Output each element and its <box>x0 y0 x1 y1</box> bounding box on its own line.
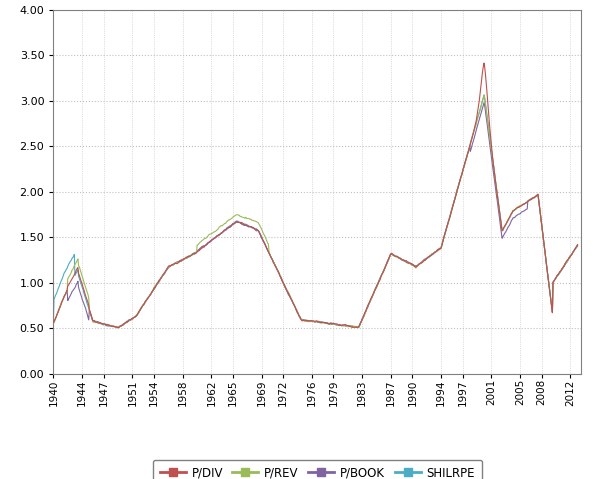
P/REV <box>308 318 315 324</box>
P/REV <box>63 288 71 294</box>
P/BOOK <box>480 100 487 105</box>
SHILRPE <box>480 92 487 98</box>
P/DIV <box>574 242 581 248</box>
P/DIV <box>337 322 345 328</box>
Line: SHILRPE: SHILRPE <box>53 95 578 328</box>
P/REV <box>355 325 362 331</box>
SHILRPE <box>210 236 217 242</box>
P/DIV <box>50 320 57 326</box>
P/DIV <box>63 287 71 293</box>
P/BOOK <box>114 325 121 331</box>
SHILRPE <box>492 173 499 179</box>
Line: P/BOOK: P/BOOK <box>53 103 578 328</box>
P/BOOK <box>50 320 57 326</box>
P/REV <box>574 241 581 247</box>
P/BOOK <box>492 180 499 186</box>
P/BOOK <box>500 233 507 239</box>
P/BOOK <box>337 322 345 328</box>
P/REV <box>500 226 507 232</box>
SHILRPE <box>337 322 345 328</box>
P/DIV <box>492 173 499 179</box>
Legend: P/DIV, P/REV, P/BOOK, SHILRPE: P/DIV, P/REV, P/BOOK, SHILRPE <box>152 460 482 479</box>
SHILRPE <box>114 325 122 331</box>
P/DIV <box>480 60 487 66</box>
SHILRPE <box>50 320 57 326</box>
P/BOOK <box>63 287 71 293</box>
Line: P/DIV: P/DIV <box>53 63 578 328</box>
P/REV <box>50 321 57 327</box>
P/BOOK <box>574 243 581 249</box>
P/REV <box>209 230 216 236</box>
P/DIV <box>500 226 507 232</box>
P/DIV <box>114 325 122 331</box>
P/DIV <box>210 236 217 242</box>
P/REV <box>492 173 499 179</box>
SHILRPE <box>500 226 507 232</box>
SHILRPE <box>63 265 71 271</box>
Line: P/REV: P/REV <box>53 95 578 328</box>
P/REV <box>337 322 344 328</box>
P/DIV <box>308 318 315 323</box>
P/BOOK <box>308 319 315 324</box>
SHILRPE <box>308 319 315 324</box>
P/REV <box>480 92 487 98</box>
SHILRPE <box>574 243 581 249</box>
P/BOOK <box>210 236 217 242</box>
